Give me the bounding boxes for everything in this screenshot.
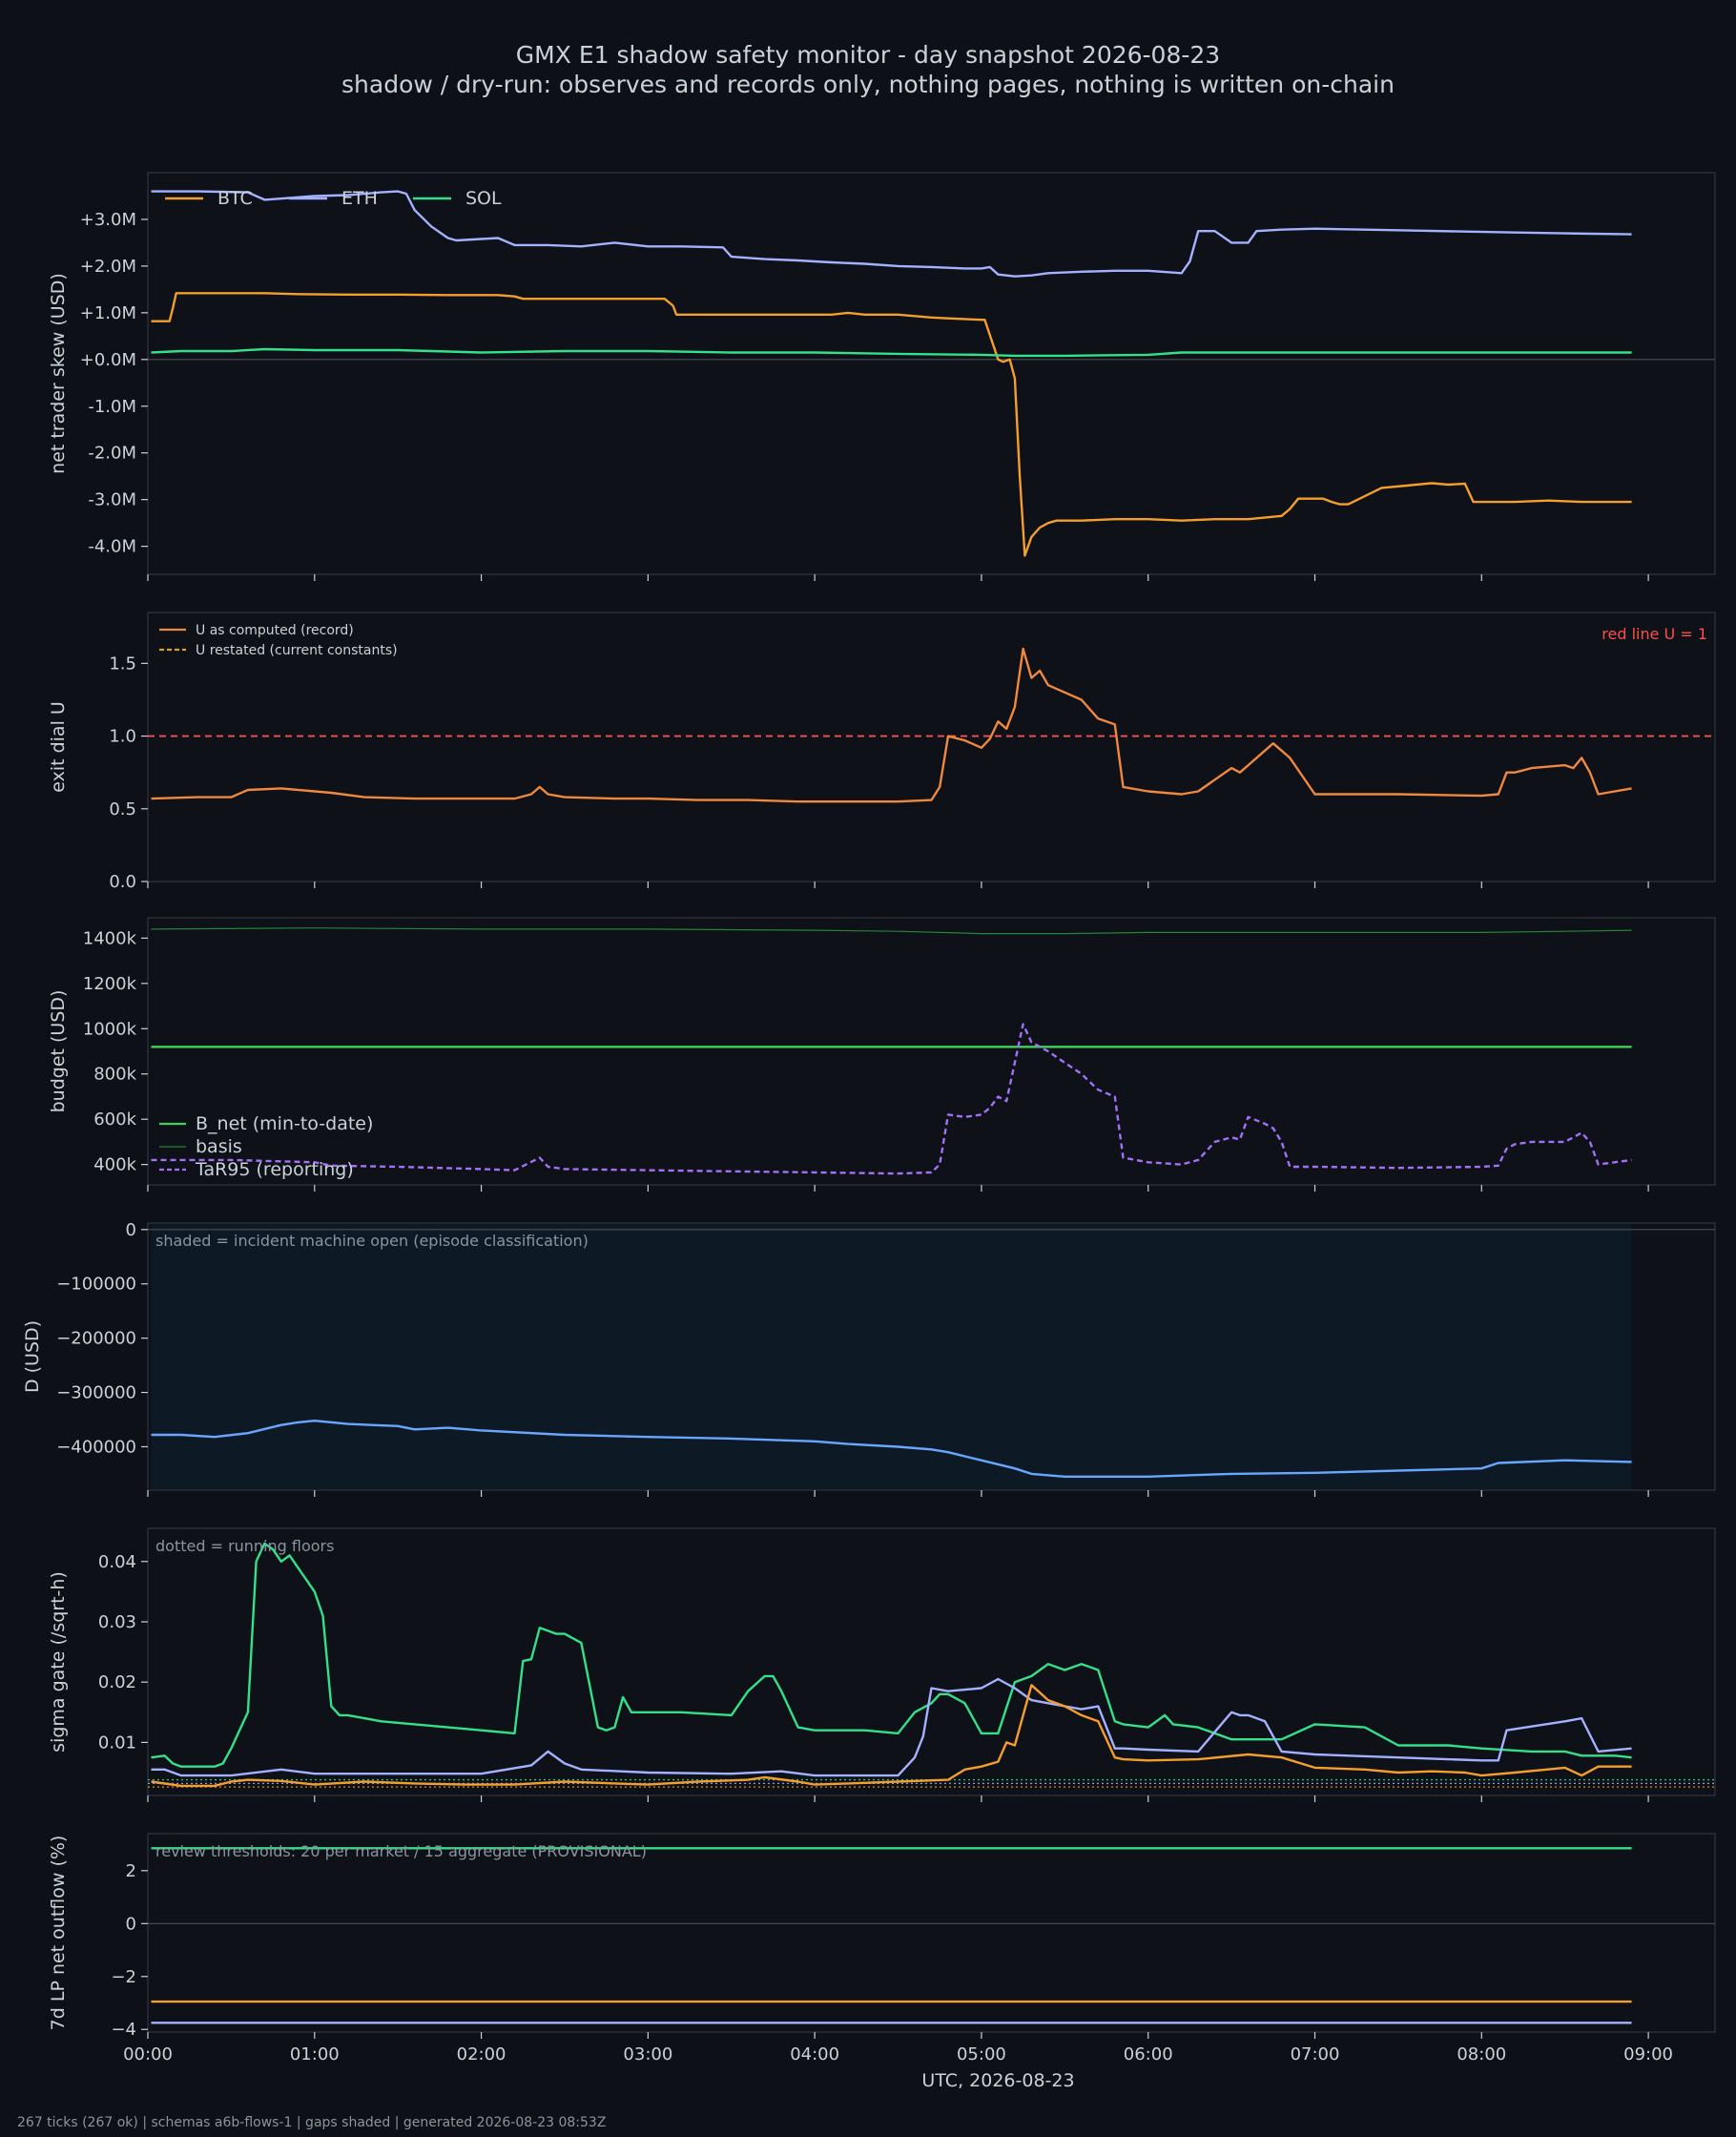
series-line-skew-sol	[151, 347, 1632, 358]
x-tick-label: 07:00	[1291, 2044, 1340, 2064]
y-axis-label-sigma: sigma gate (/sqrt-h)	[48, 1571, 69, 1753]
y-tick-label: 1400k	[83, 928, 137, 948]
plot-area-outflow	[147, 1833, 1716, 2033]
y-tick-label: 1200k	[83, 974, 137, 994]
annotation-exit: red line U = 1	[1602, 625, 1707, 643]
y-tick-label: 0.03	[98, 1612, 136, 1632]
y-axis-label-outflow: 7d LP net outflow (%)	[48, 1836, 69, 2031]
series-line-sigma-sol	[151, 1542, 1632, 1768]
series-line-budget-tar95	[151, 1023, 1632, 1175]
y-tick-label: 1.0	[109, 727, 136, 747]
y-tick-label: -2.0M	[88, 444, 136, 464]
y-axis-label-drawdown: D (USD)	[22, 1320, 43, 1393]
legend-label-eth: ETH	[341, 188, 378, 209]
y-tick-label: 2	[126, 1861, 136, 1881]
y-axis-label-budget: budget (USD)	[48, 990, 69, 1113]
panel-budget: 400k 600k 800k 1000k 1200k 1400k budget (USD) B…	[48, 917, 1716, 1192]
panel-drawdown: 0 −100000 −200000 −300000 −400000 D (USD) shad…	[22, 1220, 1716, 1497]
chart-title: GMX E1 shadow safety monitor - day snaps…	[516, 41, 1220, 69]
panel-skew: +3.0M +2.0M +1.0M +0.0M -1.0M -2.0M -3.0M -4.0M…	[48, 172, 1716, 581]
panel-outflow: 2 0 −2 −4 00:00 01:00 02:00 03:00 04:00 05:00 06:0…	[48, 1833, 1716, 2091]
y-tick-label: 0.04	[98, 1552, 136, 1572]
series-line-drawdown-d_line	[151, 1419, 1632, 1479]
y-tick-label: −200000	[56, 1329, 136, 1349]
panels: +3.0M +2.0M +1.0M +0.0M -1.0M -2.0M -3.0M -4.0M…	[22, 172, 1716, 2091]
y-tick-label: −4	[111, 2020, 136, 2040]
x-tick-label: 03:00	[623, 2044, 672, 2064]
x-tick-label: 05:00	[957, 2044, 1006, 2064]
x-tick-label: 04:00	[790, 2044, 839, 2064]
y-tick-label: 0.02	[98, 1672, 136, 1692]
legend-label-basis: basis	[196, 1136, 242, 1157]
y-tick-label: 0	[126, 1220, 136, 1240]
y-tick-label: −400000	[56, 1437, 136, 1457]
series-line-sigma-btc	[151, 1684, 1632, 1788]
legend-label-sol: SOL	[465, 188, 502, 209]
y-tick-label: 1000k	[83, 1019, 137, 1039]
x-tick-label: 00:00	[123, 2044, 173, 2064]
x-tick-label: 01:00	[290, 2044, 340, 2064]
legend-label-u_record: U as computed (record)	[196, 623, 354, 638]
annotation-drawdown: shaded = incident machine open (episode …	[155, 1232, 589, 1250]
chart-subtitle: shadow / dry-run: observes and records o…	[341, 71, 1395, 98]
series-line-sigma-eth	[151, 1677, 1632, 1777]
plot-area-exit	[147, 612, 1716, 882]
y-tick-label: 0.5	[109, 799, 136, 820]
y-tick-label: +3.0M	[80, 210, 136, 230]
y-axis-label-exit: exit dial U	[48, 701, 69, 793]
x-tick-label: 06:00	[1124, 2044, 1173, 2064]
plot-area-sigma	[147, 1527, 1716, 1796]
series-line-skew-btc	[151, 292, 1632, 557]
x-tick-label: 09:00	[1623, 2044, 1673, 2064]
y-tick-label: +2.0M	[80, 257, 136, 277]
legend-label-tar95: TaR95 (reporting)	[195, 1159, 354, 1180]
x-tick-label: 02:00	[457, 2044, 506, 2064]
y-tick-label: -1.0M	[88, 397, 136, 417]
series-line-skew-eth	[151, 190, 1632, 278]
plot-area-skew	[147, 172, 1716, 575]
footer: 267 ticks (267 ok) | schemas a6b-flows-1…	[17, 2115, 606, 2130]
y-tick-label: −100000	[56, 1275, 136, 1295]
panel-sigma: 0.01 0.02 0.03 0.04 sigma gate (/sqrt-h) dott…	[48, 1527, 1716, 1802]
y-tick-label: 600k	[93, 1110, 136, 1130]
x-axis-label: UTC, 2026-08-23	[921, 2070, 1074, 2091]
legend-label-u_restated: U restated (current constants)	[196, 643, 398, 658]
y-tick-label: 0.01	[98, 1732, 136, 1753]
annotation-sigma: dotted = running floors	[155, 1537, 334, 1555]
annotation-outflow: review thresholds: 20 per market / 15 ag…	[155, 1842, 647, 1860]
x-tick-label: 08:00	[1457, 2044, 1506, 2064]
y-tick-label: 0.0	[109, 872, 136, 892]
plot-area-budget	[147, 917, 1716, 1186]
y-tick-label: 0	[126, 1914, 136, 1934]
series-line-budget-basis	[151, 927, 1632, 935]
y-axis-label-skew: net trader skew (USD)	[48, 273, 69, 474]
y-tick-label: -4.0M	[88, 537, 136, 557]
y-tick-label: 1.5	[109, 654, 136, 674]
legend-label-btc: BTC	[217, 188, 253, 209]
shaded-incident-region	[151, 1224, 1632, 1489]
y-tick-label: -3.0M	[88, 490, 136, 510]
panel-exit: 0.0 0.5 1.0 1.5 exit dial U red line U = 1 U a…	[48, 612, 1716, 892]
y-tick-label: +1.0M	[80, 303, 136, 323]
legend-label-b_net: B_net (min-to-date)	[196, 1113, 373, 1134]
y-tick-label: 400k	[93, 1155, 136, 1175]
y-tick-label: −300000	[56, 1383, 136, 1403]
y-tick-label: 800k	[93, 1065, 136, 1085]
series-line-exit-u_record	[151, 647, 1632, 803]
y-tick-label: +0.0M	[80, 350, 136, 370]
y-tick-label: −2	[111, 1967, 136, 1987]
